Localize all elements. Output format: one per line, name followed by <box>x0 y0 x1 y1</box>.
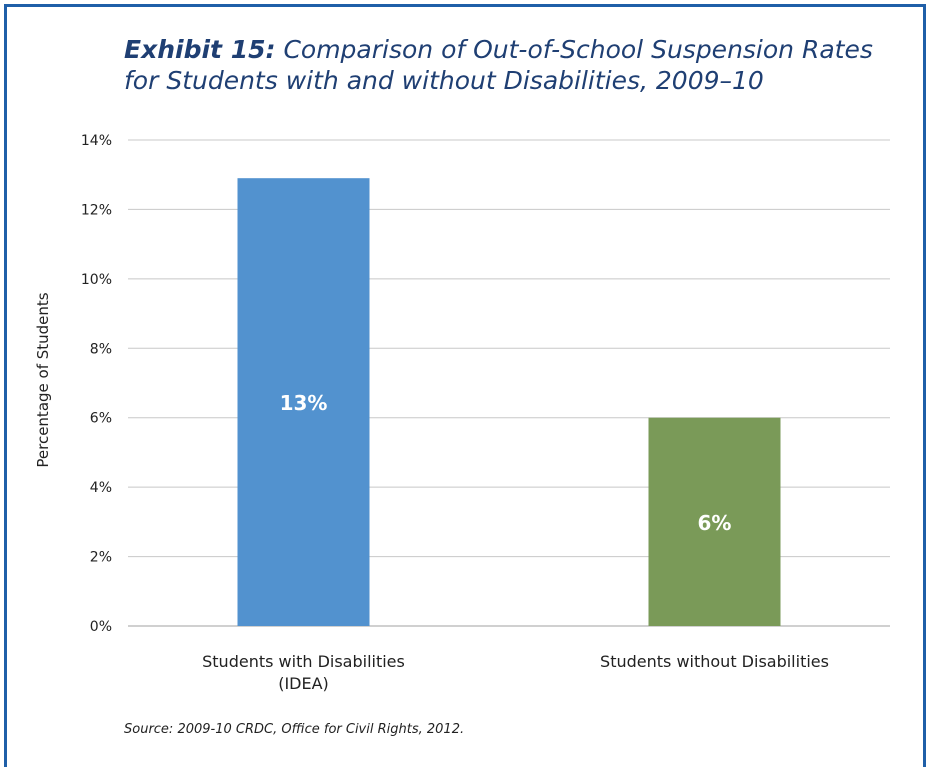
y-tick-label: 6% <box>90 411 112 427</box>
y-tick-label: 8% <box>90 341 112 357</box>
y-tick-label: 10% <box>81 272 112 288</box>
exhibit-frame <box>4 4 926 767</box>
chart-title: Exhibit 15: Comparison of Out-of-School … <box>124 34 914 96</box>
x-tick-label: (IDEA) <box>278 674 329 693</box>
y-tick-label: 14% <box>81 133 112 149</box>
data-label: 6% <box>698 511 732 535</box>
y-tick-label: 0% <box>90 619 112 635</box>
y-tick-label: 2% <box>90 550 112 566</box>
x-tick-label: Students without Disabilities <box>600 652 829 671</box>
bar <box>237 178 370 626</box>
exhibit-number: Exhibit 15: <box>124 35 276 64</box>
x-tick-label: Students with Disabilities <box>202 652 405 671</box>
y-tick-label: 4% <box>90 480 112 496</box>
y-tick-label: 12% <box>81 202 112 218</box>
y-axis-label: Percentage of Students <box>34 292 52 468</box>
exhibit-title-text: Comparison of Out-of-School Suspension R… <box>124 35 873 95</box>
bar <box>648 417 781 626</box>
source-note: Source: 2009-10 CRDC, Office for Civil R… <box>124 722 465 737</box>
data-label: 13% <box>280 391 328 415</box>
